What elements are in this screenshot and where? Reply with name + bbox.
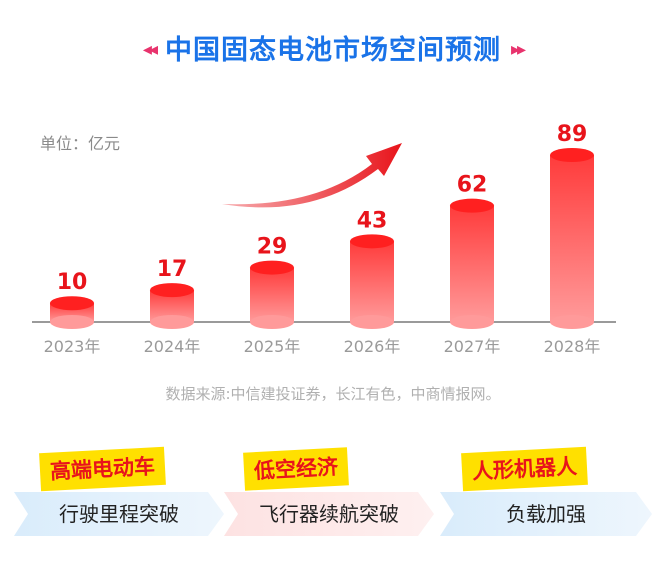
bar-2026年 [350,234,394,329]
data-label: 29 [257,235,288,260]
bar-base [150,315,194,329]
bar-base [450,315,494,329]
bar-body [250,267,294,322]
bar-body [350,241,394,322]
bar-top [550,148,594,162]
bar-top [150,283,194,298]
bar-top [50,296,94,311]
unit-label: 单位：亿元 [40,134,121,153]
data-label: 62 [457,173,488,198]
x-tick-label: 2028年 [544,337,601,356]
bar-top [450,198,494,213]
bar-top [250,260,294,275]
bar-base [250,315,294,329]
feature-robot: 人形机器人 负载加强 [440,446,652,542]
bar-top [350,234,394,249]
title-decoration-left: ◂◂ [142,39,158,60]
data-label: 17 [157,257,188,282]
data-label: 89 [557,122,588,147]
feature-robot-title: 人形机器人 [461,446,588,492]
feature-low-altitude-title: 低空经济 [243,447,349,491]
bar-2027年 [450,198,494,329]
x-tick-label: 2026年 [344,337,401,356]
x-tick-label: 2023年 [44,337,101,356]
bar-2023年 [50,296,94,329]
bar-2025年 [250,260,294,329]
data-label: 43 [357,208,388,233]
bar-chart: 10 2023年 17 2024年 29 2025年 43 2026年 62 2027年 89 202… [32,122,616,356]
feature-ev-subtitle: 行驶里程突破 [14,492,224,536]
data-label: 10 [57,270,88,295]
bar-2024年 [150,283,194,329]
feature-robot-subtitle: 负载加强 [440,492,652,536]
title-decoration-right: ▸▸ [511,39,526,60]
bar-body [550,155,594,322]
bar-2028年 [550,148,594,329]
bar-base [550,315,594,329]
growth-arrow-icon [222,143,402,208]
chart-title-row: ◂◂ 中国固态电池市场空间预测 ▸▸ [0,28,666,67]
x-tick-label: 2027年 [444,337,501,356]
source-note: 数据来源:中信建投证券，长江有色，中商情报网。 [165,385,501,403]
feature-ev: 高端电动车 行驶里程突破 [14,446,224,542]
bar-body [450,205,494,322]
feature-low-altitude-subtitle: 飞行器续航突破 [224,492,434,536]
bar-base [50,315,94,329]
x-tick-label: 2025年 [244,337,301,356]
bar-base [350,315,394,329]
feature-low-altitude: 低空经济 飞行器续航突破 [224,447,434,542]
feature-ev-title: 高端电动车 [39,446,166,492]
x-tick-label: 2024年 [144,337,201,356]
chart-title: 中国固态电池市场空间预测 [165,35,501,66]
